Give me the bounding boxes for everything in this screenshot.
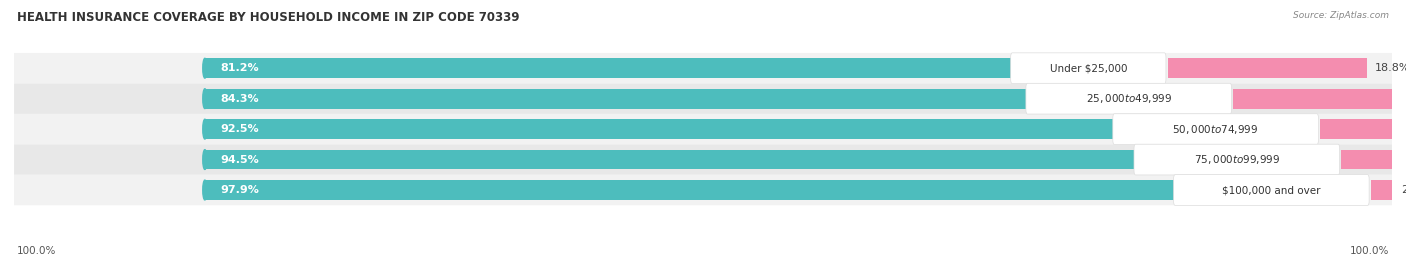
Text: $100,000 and over: $100,000 and over — [1222, 185, 1320, 195]
Bar — [205, 58, 1066, 78]
Text: 92.5%: 92.5% — [221, 124, 259, 134]
Ellipse shape — [202, 119, 207, 139]
Text: HEALTH INSURANCE COVERAGE BY HOUSEHOLD INCOME IN ZIP CODE 70339: HEALTH INSURANCE COVERAGE BY HOUSEHOLD I… — [17, 11, 519, 24]
Bar — [205, 89, 1098, 109]
Bar — [205, 150, 1206, 169]
Bar — [205, 119, 1185, 139]
Text: 18.8%: 18.8% — [1375, 63, 1406, 73]
Text: 2.1%: 2.1% — [1402, 185, 1406, 195]
FancyBboxPatch shape — [14, 114, 1392, 144]
Text: 81.2%: 81.2% — [221, 63, 259, 73]
FancyBboxPatch shape — [14, 175, 1392, 205]
Bar — [1233, 89, 1399, 109]
FancyBboxPatch shape — [14, 144, 1392, 175]
Bar — [1371, 180, 1393, 200]
FancyBboxPatch shape — [14, 83, 1392, 114]
FancyBboxPatch shape — [1112, 114, 1319, 144]
Bar — [205, 180, 1243, 200]
Text: $25,000 to $49,999: $25,000 to $49,999 — [1085, 92, 1171, 105]
FancyBboxPatch shape — [1026, 83, 1232, 114]
Ellipse shape — [202, 89, 207, 109]
Text: 97.9%: 97.9% — [221, 185, 260, 195]
Text: 94.5%: 94.5% — [221, 155, 260, 165]
Ellipse shape — [202, 150, 207, 169]
Text: 100.0%: 100.0% — [17, 246, 56, 256]
Bar — [1167, 58, 1367, 78]
Text: Under $25,000: Under $25,000 — [1049, 63, 1128, 73]
FancyBboxPatch shape — [1135, 144, 1340, 175]
Bar — [1341, 150, 1399, 169]
Text: 84.3%: 84.3% — [221, 94, 259, 104]
Bar — [1320, 119, 1399, 139]
Text: $75,000 to $99,999: $75,000 to $99,999 — [1194, 153, 1279, 166]
Ellipse shape — [202, 180, 207, 200]
Ellipse shape — [202, 58, 207, 78]
Text: 100.0%: 100.0% — [1350, 246, 1389, 256]
FancyBboxPatch shape — [1011, 53, 1166, 84]
Text: $50,000 to $74,999: $50,000 to $74,999 — [1173, 123, 1258, 136]
FancyBboxPatch shape — [14, 53, 1392, 83]
Text: Source: ZipAtlas.com: Source: ZipAtlas.com — [1294, 11, 1389, 20]
FancyBboxPatch shape — [1174, 175, 1369, 206]
